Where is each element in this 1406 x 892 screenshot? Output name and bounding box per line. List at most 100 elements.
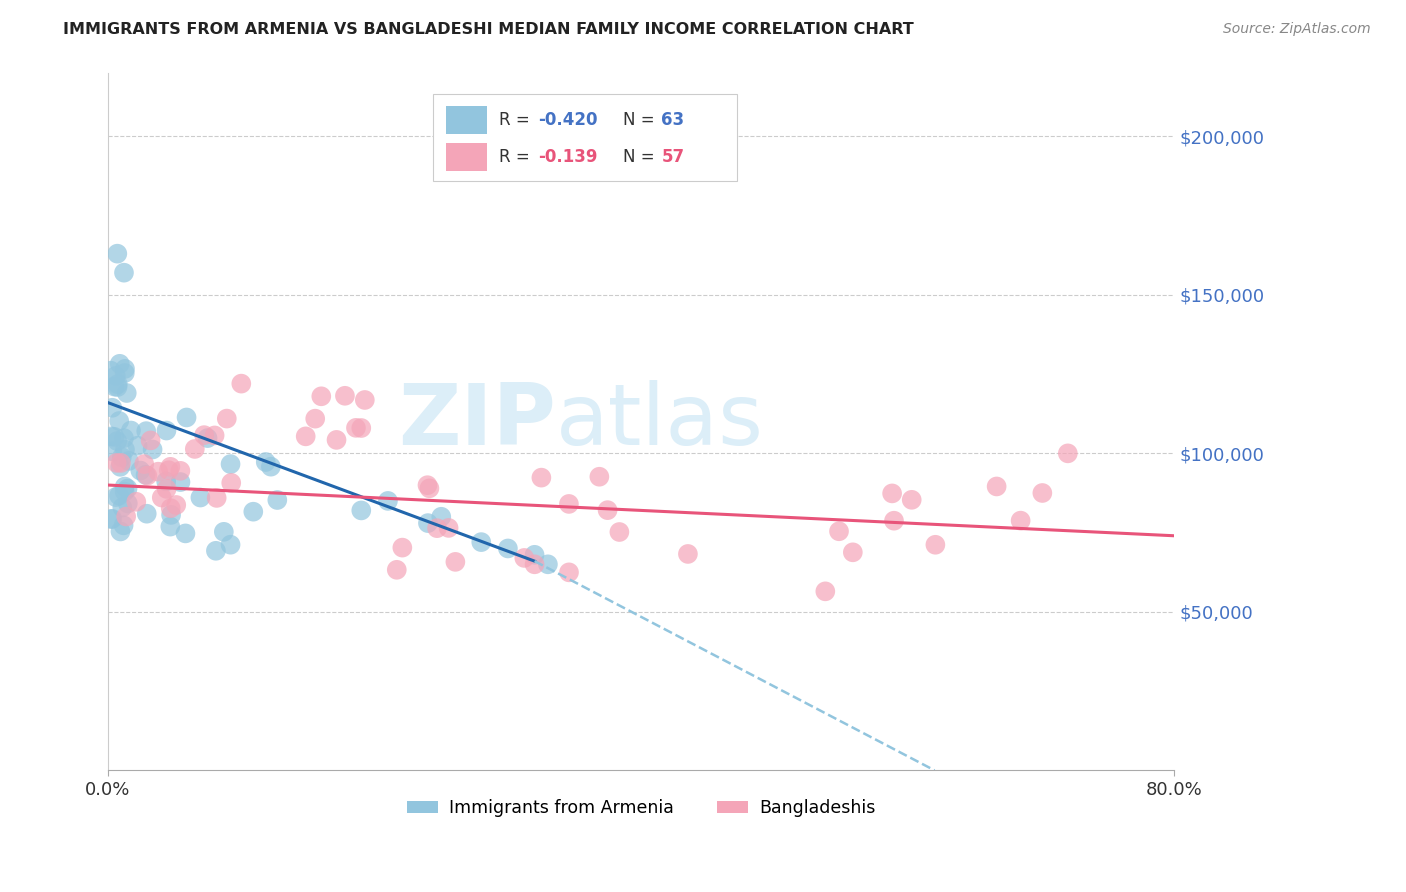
Text: -0.420: -0.420 <box>537 111 598 128</box>
Text: R =: R = <box>499 111 536 128</box>
Point <box>588 469 610 483</box>
Point <box>219 457 242 471</box>
Point <box>117 496 139 510</box>
Point <box>266 493 288 508</box>
Point <box>129 464 152 478</box>
Point <box>828 524 851 539</box>
Point <box>193 428 215 442</box>
Point <box>311 389 333 403</box>
Point <box>205 543 228 558</box>
Point <box>523 558 546 572</box>
Point <box>350 421 373 435</box>
Point <box>444 555 467 569</box>
Legend: Immigrants from Armenia, Bangladeshis: Immigrants from Armenia, Bangladeshis <box>401 792 882 824</box>
Point <box>254 455 277 469</box>
Text: ZIP: ZIP <box>398 380 555 463</box>
Point <box>212 524 235 539</box>
Point <box>127 439 149 453</box>
Point <box>160 508 183 522</box>
Point <box>159 519 181 533</box>
Point <box>112 518 135 533</box>
Point <box>197 431 219 445</box>
Point <box>437 521 460 535</box>
Point <box>219 475 242 490</box>
Point <box>105 456 128 470</box>
Point <box>242 505 264 519</box>
Point <box>596 503 619 517</box>
Point <box>136 468 159 483</box>
Point <box>110 456 132 470</box>
Text: IMMIGRANTS FROM ARMENIA VS BANGLADESHI MEDIAN FAMILY INCOME CORRELATION CHART: IMMIGRANTS FROM ARMENIA VS BANGLADESHI M… <box>63 22 914 37</box>
Text: atlas: atlas <box>555 380 763 463</box>
Bar <box>446 143 486 170</box>
Point <box>537 558 560 572</box>
Point <box>150 491 173 505</box>
Text: 57: 57 <box>661 148 685 166</box>
Point <box>882 486 904 500</box>
Point <box>112 266 135 280</box>
Point <box>304 411 326 425</box>
Point <box>107 380 129 394</box>
Point <box>108 489 131 503</box>
Point <box>814 584 837 599</box>
Point <box>333 389 356 403</box>
Point <box>114 366 136 380</box>
Point <box>986 479 1008 493</box>
Point <box>115 509 138 524</box>
Point <box>114 484 136 499</box>
Text: N =: N = <box>623 148 659 166</box>
Point <box>110 459 132 474</box>
Point <box>100 512 122 526</box>
Point <box>325 433 347 447</box>
Point <box>155 475 177 489</box>
Point <box>430 509 453 524</box>
Point <box>924 538 946 552</box>
Point <box>142 442 165 457</box>
Point <box>219 538 242 552</box>
Point <box>118 454 141 468</box>
Point <box>165 498 187 512</box>
Point <box>558 566 581 580</box>
Point <box>103 379 125 393</box>
Point <box>105 246 128 260</box>
Point <box>114 442 136 457</box>
Point <box>100 429 122 443</box>
Point <box>134 457 156 471</box>
Bar <box>446 106 486 134</box>
Point <box>496 541 519 556</box>
Point <box>148 465 170 479</box>
Point <box>110 524 132 539</box>
Point <box>169 464 191 478</box>
Point <box>105 434 128 449</box>
FancyBboxPatch shape <box>433 94 737 181</box>
Point <box>350 503 373 517</box>
Point <box>115 386 138 401</box>
Point <box>205 491 228 505</box>
Point <box>111 450 134 465</box>
Point <box>135 467 157 482</box>
Point <box>260 459 283 474</box>
Point <box>416 516 439 530</box>
Text: R =: R = <box>499 148 536 166</box>
Point <box>344 421 367 435</box>
Point <box>101 512 124 526</box>
Point <box>190 491 212 505</box>
Point <box>215 411 238 425</box>
Point <box>112 431 135 445</box>
Point <box>111 500 134 515</box>
Point <box>1010 514 1032 528</box>
Point <box>1056 446 1078 460</box>
Point <box>156 482 179 496</box>
Point <box>558 497 581 511</box>
Point <box>353 392 375 407</box>
Point <box>609 524 631 539</box>
Point <box>174 526 197 541</box>
Point <box>1031 486 1053 500</box>
Point <box>100 364 122 378</box>
Text: Source: ZipAtlas.com: Source: ZipAtlas.com <box>1223 22 1371 37</box>
Point <box>120 424 142 438</box>
Point <box>114 362 136 376</box>
Point <box>104 368 127 383</box>
Point <box>184 442 207 456</box>
Point <box>114 479 136 493</box>
